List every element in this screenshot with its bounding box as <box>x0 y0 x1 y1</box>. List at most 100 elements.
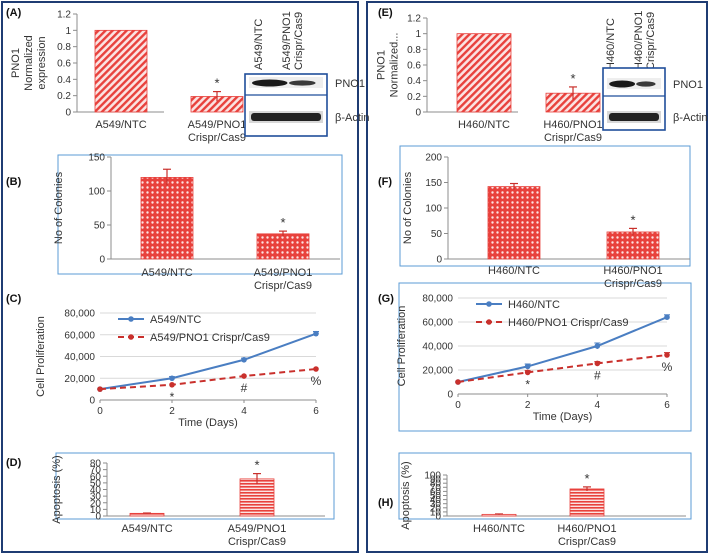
y-tick-label: 0.6 <box>407 61 421 72</box>
blot-band-label: PNO1 <box>335 78 365 90</box>
panel-label: (B) <box>6 176 22 188</box>
bar-1 <box>456 33 512 113</box>
y-tick-label: 50 <box>431 229 443 240</box>
y-tick-label: 60 <box>90 472 102 483</box>
y-axis-label-line: Cell Proliferation <box>396 306 408 387</box>
annotation-mark: % <box>662 360 673 374</box>
chart-frame <box>57 154 343 275</box>
chart-frame <box>398 452 692 520</box>
y-tick-label: 1.2 <box>407 14 421 25</box>
panel-label: (H) <box>378 497 394 509</box>
x-tick-label: 2 <box>525 400 531 411</box>
category-label-line: A549/PNO1 <box>188 119 247 131</box>
y-tick-label: 50 <box>430 491 442 502</box>
y-tick-label: 80,000 <box>422 294 453 305</box>
y-tick-label: 60 <box>430 487 442 498</box>
annotation-mark: * <box>525 377 530 391</box>
data-point <box>524 363 531 370</box>
y-tick-label: 0 <box>65 108 71 119</box>
legend-marker <box>486 319 492 325</box>
blot-lane-label: H460/NTC <box>605 18 617 70</box>
category-label-line: Crispr/Cas9 <box>604 278 662 290</box>
y-tick-label: 20,000 <box>64 374 95 385</box>
y-tick-label: 10 <box>90 505 102 516</box>
y-tick-label: 30 <box>430 499 442 510</box>
bar-1 <box>140 176 194 260</box>
chart-B: (B) No of Colonies 0 50 100 150 A549/NTC * A549/… <box>6 153 340 292</box>
y-tick-label: 150 <box>425 178 442 189</box>
bar-1 <box>487 186 541 260</box>
y-tick-label: 50 <box>94 221 106 232</box>
bar-2 <box>606 231 660 260</box>
y-tick-label: 40,000 <box>422 342 453 353</box>
data-point <box>455 379 461 385</box>
y-axis-label: No of Colonies <box>402 171 414 244</box>
western-blot-E: H460/NTC H460/PNO1Crispr/Cas9 PNO1 β-Actin <box>602 11 707 131</box>
y-tick-label: 80,000 <box>64 309 95 320</box>
significance-mark: * <box>584 471 589 486</box>
blot-band-pno1-lane2 <box>636 81 656 87</box>
category-label: H460/NTC <box>488 265 540 277</box>
legend-marker <box>486 301 492 307</box>
chart-frame <box>399 145 691 267</box>
blot-band-actin <box>251 113 321 121</box>
y-tick-label: 60,000 <box>64 330 95 341</box>
y-tick-label: 0.8 <box>407 45 421 56</box>
y-axis-label-line: Apoptosis (%) <box>51 455 63 523</box>
series-line-2 <box>457 354 668 383</box>
blot-band-label: β-Actin <box>335 112 369 124</box>
data-point <box>241 373 247 379</box>
data-point <box>169 381 175 388</box>
category-label: H460/PNO1 Crispr/Cas9 <box>603 265 662 290</box>
blot-lane-label-line: H460/PNO1 <box>633 11 645 70</box>
y-tick-label: 0 <box>99 255 105 266</box>
annotation-mark: # <box>594 368 601 382</box>
y-tick-label: 20,000 <box>422 366 453 377</box>
data-point <box>664 314 670 321</box>
y-axis-label: Apoptosis (%) <box>400 461 412 529</box>
category-label: A549/NTC <box>121 523 172 535</box>
blot-lane-label: H460/PNO1Crispr/Cas9 <box>633 11 657 70</box>
y-tick-label: 0 <box>415 108 421 119</box>
x-tick-label: 4 <box>595 400 601 411</box>
category-label: A549/NTC <box>95 119 146 131</box>
blot-band-actin <box>609 113 659 121</box>
x-tick-label: 6 <box>664 400 670 411</box>
y-tick-label: 70 <box>430 483 442 494</box>
bar-2 <box>569 488 605 517</box>
y-axis-label-line: PNO1 <box>10 48 22 78</box>
bar-1 <box>94 29 148 113</box>
x-axis-label: Time (Days) <box>178 417 237 429</box>
y-axis-label: PNO1Normalizedexpression <box>10 35 48 91</box>
panel-label: (A) <box>6 7 22 19</box>
data-point <box>594 360 601 367</box>
y-tick-label: 80 <box>430 479 442 490</box>
category-label-line: Crispr/Cas9 <box>254 280 312 292</box>
category-label-line: A549/PNO1 <box>254 267 313 279</box>
y-axis-label: Cell Proliferation <box>396 306 408 387</box>
y-tick-label: 1.2 <box>57 10 71 21</box>
data-point <box>524 369 531 376</box>
y-tick-label: 100 <box>424 471 441 482</box>
annotation-mark: * <box>170 390 175 404</box>
category-label-line: A549/PNO1 <box>228 523 287 535</box>
category-label-line: Crispr/Cas9 <box>544 132 602 144</box>
y-tick-label: 20 <box>430 503 442 514</box>
bar-1 <box>129 512 165 517</box>
y-tick-label: 90 <box>430 475 442 486</box>
left-panel-frame <box>1 1 359 553</box>
y-tick-label: 0.4 <box>57 75 71 86</box>
category-label-line: Crispr/Cas9 <box>228 536 286 548</box>
series-line-2 <box>99 368 317 391</box>
data-point <box>241 356 247 363</box>
panel-label: (C) <box>6 293 22 305</box>
category-label-line: Crispr/Cas9 <box>188 132 246 144</box>
blot-band-pno1-lane2 <box>288 80 316 86</box>
y-tick-label: 0 <box>435 512 441 523</box>
y-tick-label: 1 <box>415 29 421 40</box>
annotation-mark: # <box>241 381 248 395</box>
data-point <box>313 330 319 337</box>
panel-label: (G) <box>378 293 394 305</box>
